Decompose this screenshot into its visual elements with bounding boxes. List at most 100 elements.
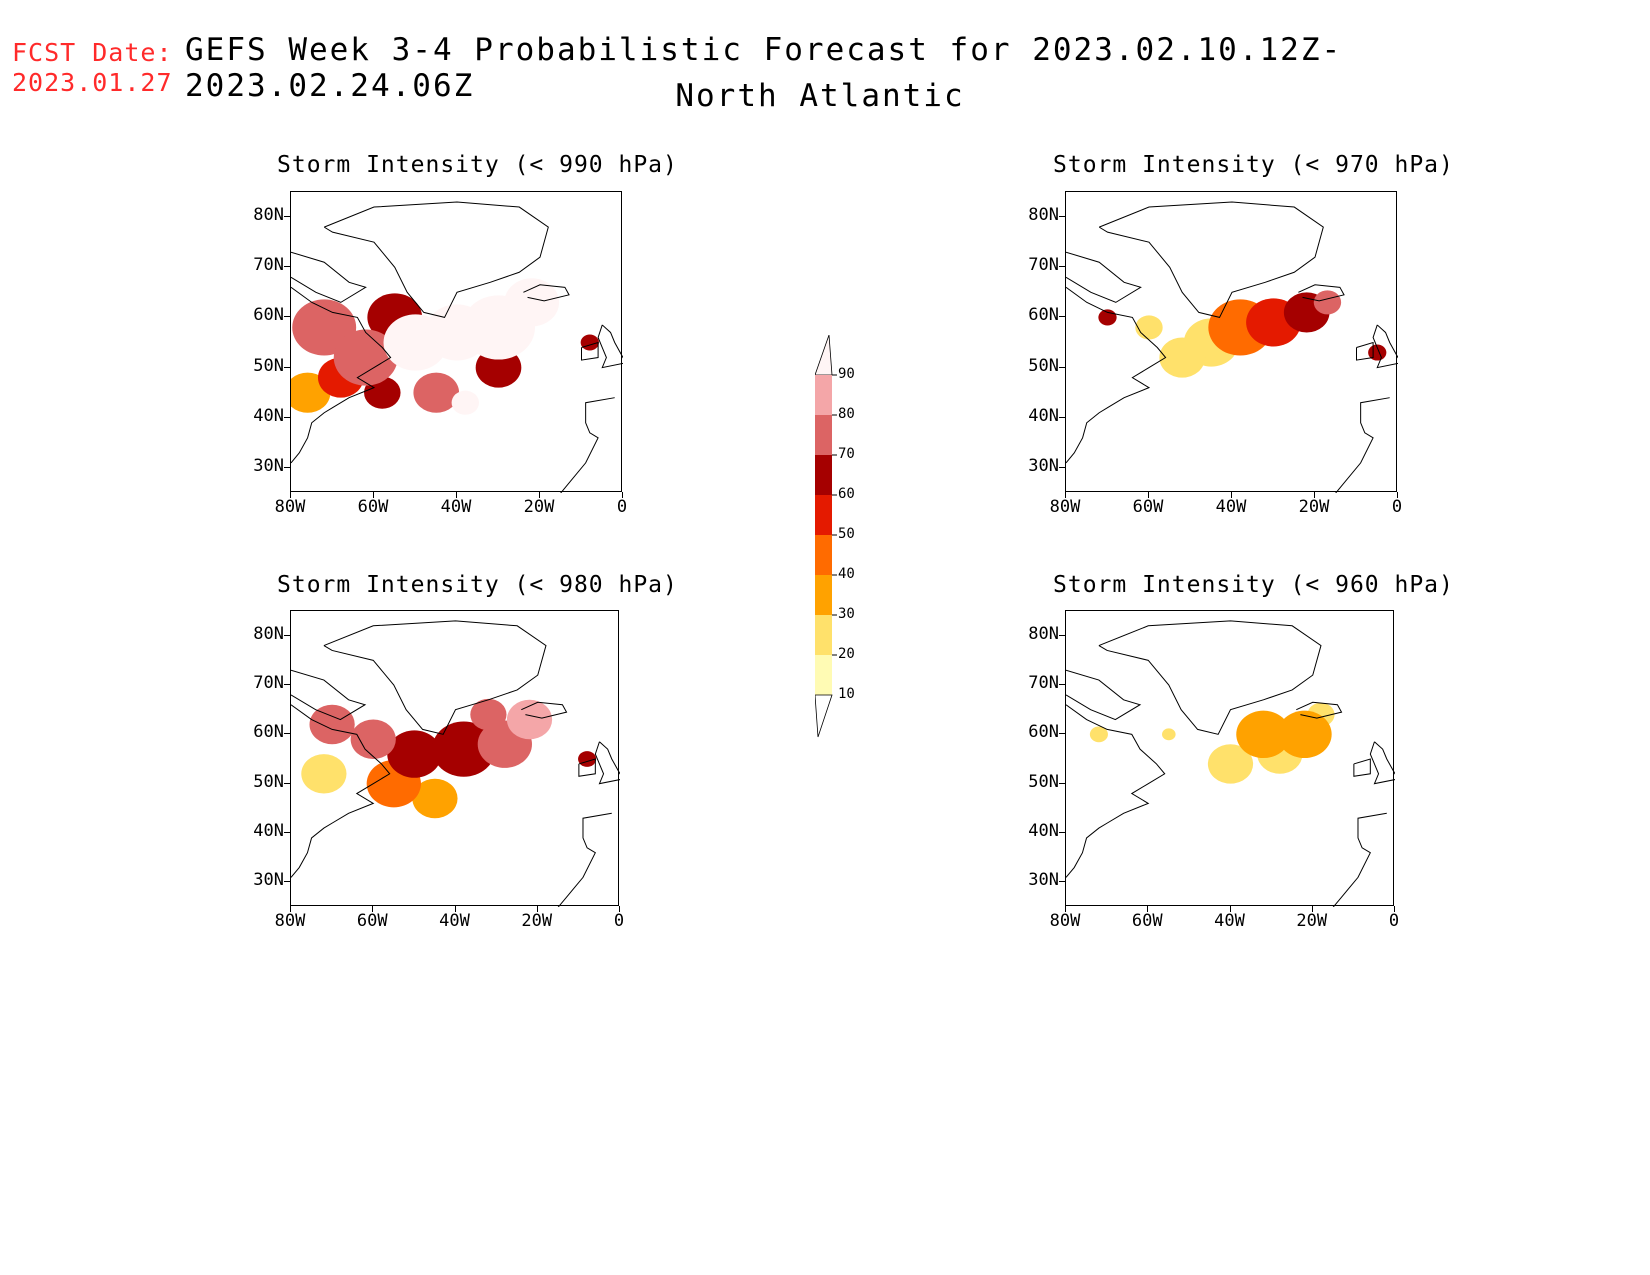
- probability-region: [1236, 710, 1291, 759]
- map-panel-990: [290, 191, 623, 493]
- probability-region: [309, 704, 355, 745]
- lon-tick-label: 20W: [1298, 497, 1330, 517]
- lon-tick-label: 60W: [356, 911, 388, 931]
- probability-region: [578, 751, 597, 767]
- coastline: [1098, 201, 1324, 318]
- colorbar-cap-bottom: [814, 694, 833, 738]
- probability-region: [504, 278, 560, 327]
- coastline: [1296, 701, 1343, 719]
- lon-tick-label: 20W: [1296, 911, 1328, 931]
- lat-tick: [1059, 733, 1065, 735]
- lon-tick: [1231, 492, 1232, 498]
- map-panel-960: [1065, 610, 1395, 907]
- lat-tick-label: 50N: [1028, 771, 1059, 792]
- lat-tick: [284, 832, 290, 833]
- lon-tick: [536, 906, 538, 912]
- lat-tick: [1059, 832, 1065, 833]
- lon-tick: [1065, 906, 1066, 912]
- lon-tick-label: 0: [1391, 497, 1403, 517]
- lat-tick-label: 80N: [253, 623, 284, 644]
- coastline: [557, 812, 612, 907]
- lat-tick: [1059, 684, 1065, 685]
- coastline: [1372, 324, 1398, 369]
- lon-tick-label: 20W: [523, 497, 555, 517]
- lat-tick: [284, 466, 290, 468]
- colorbar: [814, 334, 875, 745]
- panel-title-990: Storm Intensity (< 990 hPa): [277, 152, 678, 178]
- probability-region: [1313, 290, 1342, 315]
- lat-tick-label: 60N: [253, 305, 284, 326]
- probability-region: [1135, 315, 1163, 340]
- colorbar-segment: [815, 415, 832, 455]
- map-panel-970: [1065, 191, 1398, 493]
- colorbar-label: 90: [838, 366, 855, 382]
- colorbar-segment: [815, 655, 832, 695]
- lat-tick: [284, 782, 290, 784]
- coastline: [560, 397, 615, 493]
- coastline: [521, 701, 568, 719]
- colorbar-label: 20: [838, 646, 855, 662]
- lon-tick-label: 60W: [1131, 911, 1163, 931]
- colorbar-label: 50: [838, 526, 855, 542]
- lat-tick: [284, 316, 290, 318]
- lat-tick: [284, 733, 290, 735]
- map-panel-980: [290, 610, 620, 907]
- coastline: [581, 341, 599, 361]
- probability-region: [1207, 744, 1254, 784]
- lat-tick: [1059, 466, 1065, 468]
- lat-tick-label: 50N: [1028, 355, 1059, 376]
- coastline: [1066, 704, 1166, 878]
- coastline: [323, 620, 547, 735]
- lon-tick-label: 20W: [521, 911, 553, 931]
- coastline: [594, 741, 620, 785]
- lon-tick: [1065, 492, 1066, 498]
- forecast-date-value: 2023.01.27: [12, 68, 173, 97]
- coastline: [578, 758, 596, 777]
- lon-tick: [1147, 906, 1149, 912]
- page-title: GEFS Week 3-4 Probabilistic Forecast for…: [185, 32, 1343, 104]
- lat-tick-label: 40N: [253, 405, 284, 426]
- lon-tick: [290, 492, 291, 498]
- coastline: [1335, 397, 1390, 493]
- colorbar-graphic: [814, 334, 837, 738]
- lat-tick: [1059, 881, 1065, 883]
- lat-tick: [284, 881, 290, 883]
- colorbar-label: 70: [838, 446, 855, 462]
- lat-tick: [1059, 216, 1065, 218]
- lon-tick-label: 60W: [357, 497, 389, 517]
- colorbar-label: 60: [838, 486, 855, 502]
- colorbar-segment: [815, 615, 832, 655]
- lat-tick: [1059, 782, 1065, 784]
- coastline: [1369, 741, 1395, 785]
- coastline: [1098, 620, 1322, 735]
- probability-region: [1098, 309, 1117, 326]
- map-plot: [1066, 620, 1395, 907]
- lat-tick-label: 30N: [253, 870, 284, 891]
- forecast-date-block: FCST Date: 2023.01.27: [12, 38, 173, 98]
- panel-title-960: Storm Intensity (< 960 hPa): [1053, 572, 1454, 598]
- lon-tick-label: 60W: [1132, 497, 1164, 517]
- lat-tick-label: 40N: [253, 821, 284, 841]
- lat-tick-label: 50N: [253, 355, 284, 376]
- colorbar-segment: [815, 495, 832, 535]
- coastline: [1356, 341, 1374, 361]
- lat-tick-label: 70N: [253, 255, 284, 276]
- lat-tick-label: 40N: [1028, 821, 1059, 841]
- lat-tick-label: 30N: [1028, 455, 1059, 476]
- lon-tick: [1397, 492, 1398, 498]
- lon-tick: [456, 492, 457, 498]
- lon-tick-label: 40W: [1215, 497, 1247, 517]
- coastline: [597, 324, 623, 369]
- panel-title-970: Storm Intensity (< 970 hPa): [1053, 152, 1454, 178]
- lat-tick-label: 40N: [1028, 405, 1059, 426]
- lon-tick: [454, 906, 456, 912]
- colorbar-cap-top: [814, 334, 833, 376]
- lat-tick: [1059, 366, 1065, 368]
- coastline: [323, 201, 549, 318]
- probability-region: [1277, 710, 1332, 759]
- lon-tick: [290, 906, 291, 912]
- lat-tick: [284, 416, 290, 418]
- probability-region: [580, 334, 599, 351]
- coastline: [291, 286, 392, 464]
- probability-region: [1089, 726, 1108, 743]
